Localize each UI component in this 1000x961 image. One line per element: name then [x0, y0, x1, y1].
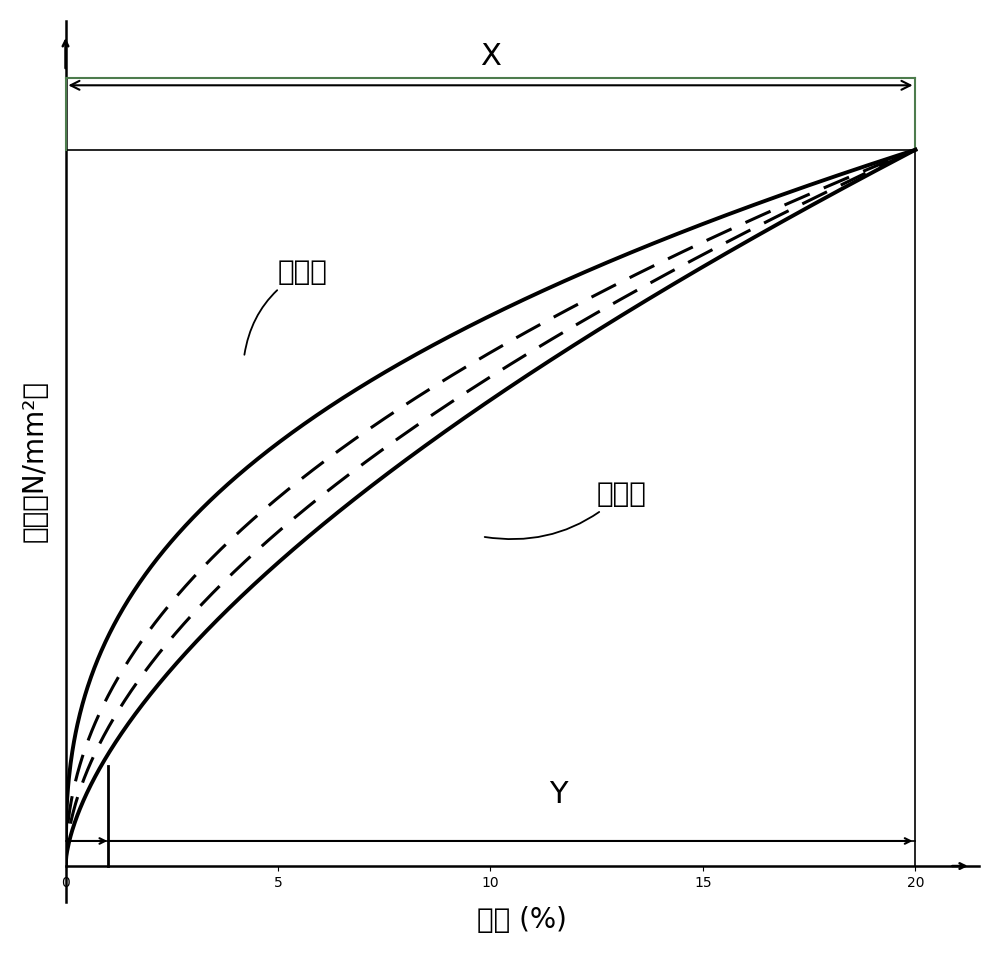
Y-axis label: 应力（N/mm²）: 应力（N/mm²） — [21, 381, 49, 542]
Text: Y: Y — [549, 779, 568, 809]
X-axis label: 应变 (%): 应变 (%) — [477, 906, 567, 934]
Text: 第一次: 第一次 — [244, 258, 328, 355]
Text: 第二次: 第二次 — [485, 480, 647, 539]
Text: X: X — [480, 42, 501, 71]
